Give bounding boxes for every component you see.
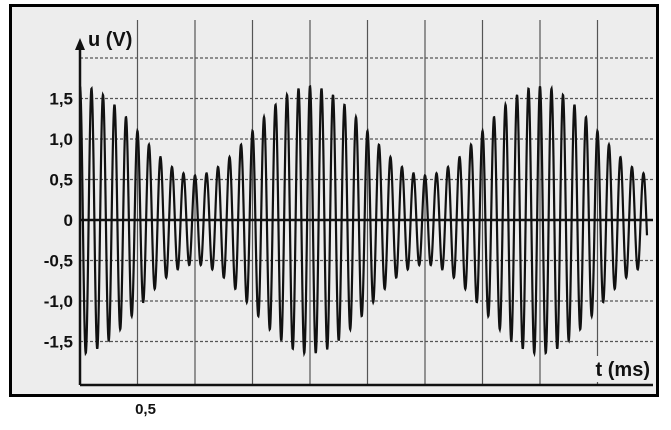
y-tick-label: 1,0	[49, 130, 73, 149]
y-tick-label: -1,0	[44, 292, 73, 311]
y-axis-label: u (V)	[88, 29, 132, 51]
y-tick-label: -1,5	[44, 333, 73, 352]
y-tick-label: 0,5	[49, 171, 73, 190]
y-tick-label: 1,5	[49, 90, 73, 109]
signal-waveform	[78, 84, 649, 358]
x-axis-label: t (ms)	[596, 359, 650, 381]
y-tick-label: 0	[64, 211, 73, 230]
x-axis-label-background	[576, 356, 652, 382]
x-tick-label: 0,5	[135, 401, 156, 418]
grid-lines	[80, 20, 653, 385]
y-axis-arrow-icon	[75, 38, 85, 50]
y-tick-label: -0,5	[44, 252, 73, 271]
y-tick-labels: 1,5 1,0 0,5 0 -0,5 -1,0 -1,5	[44, 90, 73, 352]
x-tick-labels: 0,5	[135, 401, 156, 418]
